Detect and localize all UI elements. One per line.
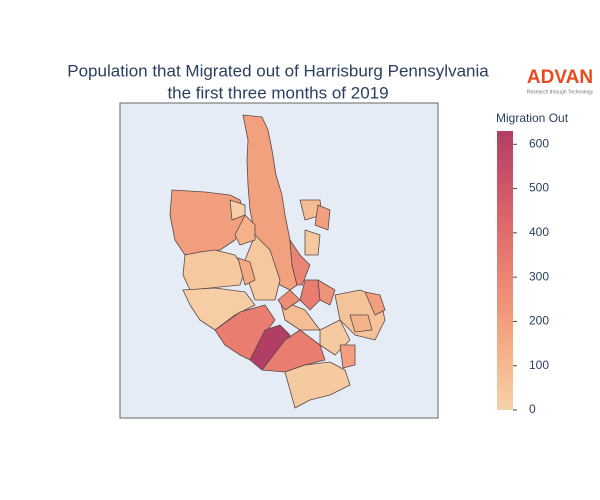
region: [299, 279, 321, 311]
logo-tagline: Research through Technology: [527, 89, 594, 95]
colorbar-title: Migration Out: [496, 111, 569, 125]
regions: [169, 114, 386, 409]
region: [339, 344, 356, 369]
chart-title: Population that Migrated out of Harrisbu…: [67, 61, 489, 80]
colorbar-tick-label: 100: [529, 358, 549, 372]
chart-title: the first three months of 2019: [167, 83, 388, 102]
colorbar-tick-label: 0: [529, 402, 536, 416]
colorbar-tick-label: 500: [529, 181, 549, 195]
colorbar-tick-label: 300: [529, 269, 549, 283]
colorbar-tick-label: 200: [529, 314, 549, 328]
region: [169, 189, 246, 256]
region: [364, 291, 386, 316]
region: [237, 257, 256, 286]
colorbar: [497, 131, 513, 410]
region: [349, 314, 373, 333]
region: [317, 279, 336, 306]
region: [182, 287, 256, 331]
region: [277, 289, 301, 311]
region: [234, 214, 256, 246]
colorbar-tick-label: 600: [529, 136, 549, 150]
region: [229, 199, 246, 221]
region: [279, 299, 321, 331]
colorbar-tick-label: 400: [529, 225, 549, 239]
logo: ADVAN: [527, 67, 593, 88]
region: [182, 249, 246, 291]
region: [314, 204, 331, 231]
region: [289, 239, 311, 286]
region: [242, 114, 298, 291]
region: [284, 361, 351, 409]
region: [304, 229, 321, 256]
